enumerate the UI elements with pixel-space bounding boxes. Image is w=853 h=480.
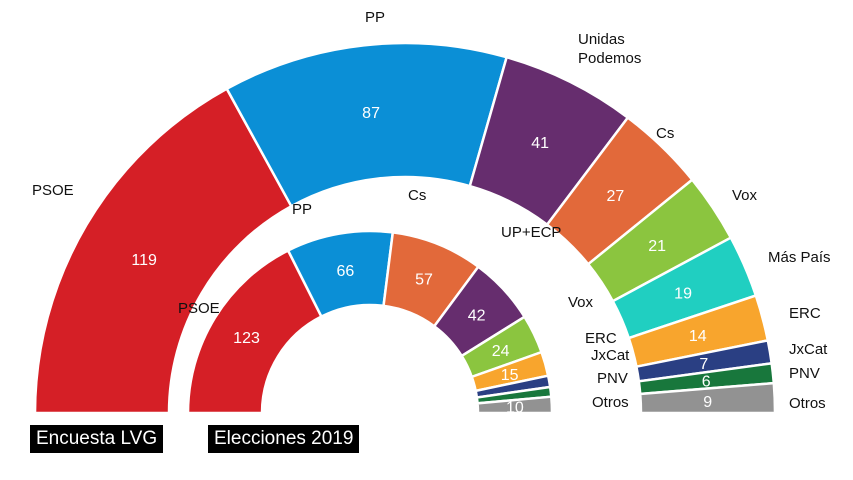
outer-party-label-psoe: PSOE	[32, 182, 74, 199]
inner-segment-otros	[476, 395, 554, 415]
inner-value-label-cs: 57	[415, 271, 433, 288]
inner-party-label-erc: ERC	[585, 330, 617, 347]
outer-party-label-jxcat: JxCat	[789, 341, 828, 358]
inner-ring-title: Elecciones 2019	[208, 425, 360, 453]
outer-party-label-pnv: PNV	[789, 365, 820, 382]
outer-segment-otros	[638, 381, 777, 415]
outer-value-label-erc: 14	[689, 328, 707, 345]
outer-party-label-cs: Cs	[656, 125, 674, 142]
outer-party-label-pp: PP	[365, 9, 385, 26]
outer-ring-title: Encuesta LVG	[30, 425, 164, 453]
inner-value-label-psoe: 123	[233, 330, 260, 347]
inner-party-label-pp: PP	[292, 201, 312, 218]
inner-party-label-otros: Otros	[592, 394, 629, 411]
outer-party-label-vox: Vox	[732, 187, 758, 204]
outer-segment-psoe	[33, 87, 294, 415]
inner-party-label-up-ecp: UP+ECP	[501, 224, 561, 241]
inner-value-label-otros: 10	[506, 399, 524, 416]
outer-value-label-pnv: 6	[702, 373, 711, 390]
inner-value-label-erc: 15	[501, 367, 519, 384]
inner-party-label-vox: Vox	[568, 294, 594, 311]
inner-party-label-jxcat: JxCat	[591, 347, 630, 364]
outer-value-label-unidas-podemos: 41	[531, 135, 549, 152]
outer-value-label-jxcat: 7	[699, 356, 708, 373]
inner-value-label-pp: 66	[336, 263, 354, 280]
inner-value-label-up-ecp: 42	[468, 308, 486, 325]
inner-party-label-cs: Cs	[408, 187, 426, 204]
outer-value-label-vox: 21	[648, 238, 666, 255]
outer-party-label-unidas-podemos: Unidas Podemos	[578, 31, 641, 67]
inner-party-label-pnv: PNV	[597, 370, 628, 387]
outer-value-label-m-s-pa-s: 19	[674, 286, 692, 303]
outer-value-label-psoe: 119	[131, 252, 157, 269]
outer-party-label-m-s-pa-s: Más País	[768, 249, 831, 266]
outer-ring-encuesta: 119 PSOE 87 PP 41 Unidas Podemos 27 Cs 21 Vox 19 Más…	[32, 9, 831, 415]
inner-party-label-psoe: PSOE	[178, 300, 220, 317]
outer-value-label-otros: 9	[703, 394, 712, 411]
outer-party-label-erc: ERC	[789, 305, 821, 322]
outer-value-label-cs: 27	[606, 188, 624, 205]
outer-party-label-otros: Otros	[789, 395, 826, 412]
outer-value-label-pp: 87	[362, 105, 380, 122]
inner-value-label-vox: 24	[492, 343, 510, 360]
